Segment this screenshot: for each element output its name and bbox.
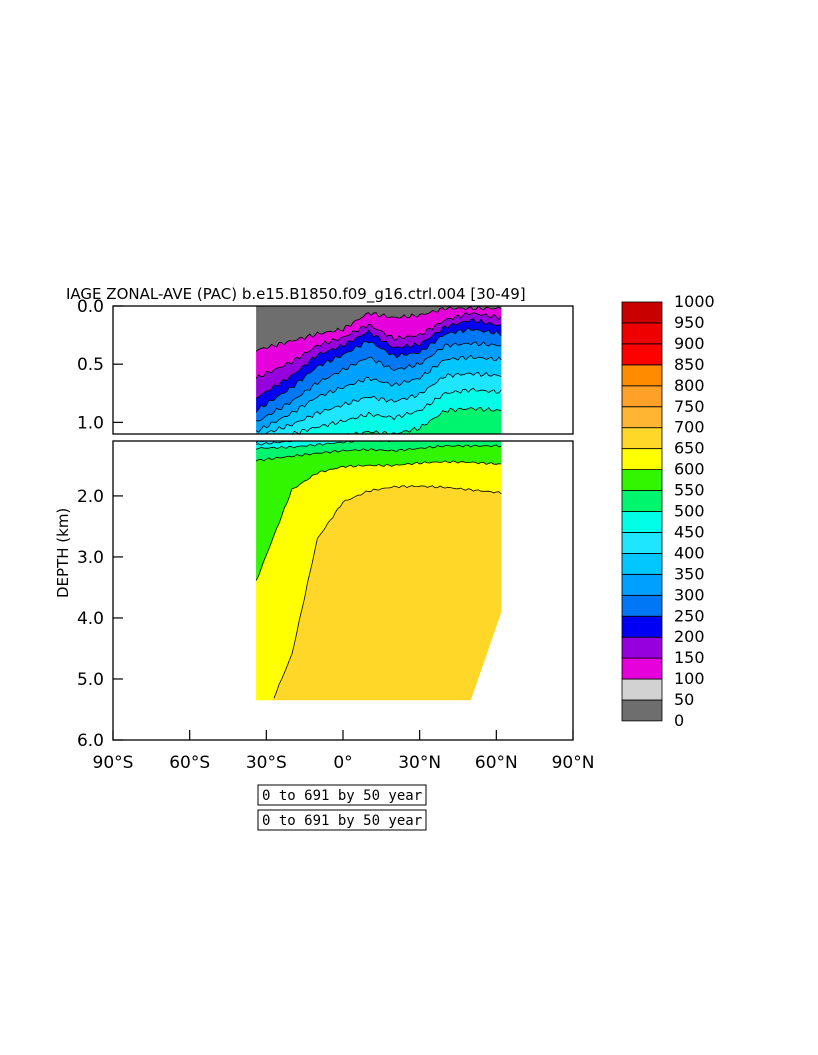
contour-band-250: [256, 327, 502, 421]
y-axis-label: DEPTH (km): [54, 508, 72, 598]
contour-band-450: [256, 388, 502, 434]
axes: 90°S 60°S 30°S 0° 30°N 60°N 90°N 0.0 0.5 1.0 2.0 3.…: [77, 297, 594, 773]
colorbar-swatch-550: [621, 469, 663, 491]
contour-line-150: [255, 311, 502, 379]
colorbar-swatch-400: [621, 532, 663, 554]
colorbar-swatch-800: [621, 364, 663, 387]
chart-title: IAGE ZONAL-AVE (PAC) b.e15.B1850.f09_g16…: [66, 285, 526, 304]
contour-line-650: [273, 485, 502, 699]
contour-band-500: [256, 407, 502, 434]
contour-band-300: [256, 341, 502, 433]
contour-band-450: [256, 441, 502, 450]
contour-band-150: [256, 312, 502, 398]
contour-band-600: [256, 460, 502, 701]
colorbar-swatch-950: [621, 301, 663, 324]
contour-line-500: [346, 407, 502, 434]
colorbar-label: 500: [674, 502, 705, 521]
x-tick-label: 30°S: [246, 753, 287, 773]
contour-band-550: [256, 444, 502, 581]
colorbar-label: 150: [674, 648, 705, 667]
colorbar-label: 300: [674, 585, 705, 604]
colorbar-swatch-0: [621, 699, 663, 722]
colorbar-swatch-850: [621, 343, 663, 366]
colorbar-swatch-700: [621, 406, 663, 429]
annotation-text-2: 0 to 691 by 50 year: [262, 813, 422, 829]
top-panel-frame: [112, 305, 574, 435]
y-tick-label: 6.0: [77, 731, 104, 751]
colorbar-label: 350: [674, 564, 705, 583]
contour-line-100: [255, 306, 502, 352]
annotation-box-1: 0 to 691 by 50 year: [257, 784, 427, 806]
colorbar-label: 400: [674, 543, 705, 562]
colorbar-label: 550: [674, 481, 705, 500]
y-tick-label: 0.5: [77, 355, 104, 375]
annotation-text-1: 0 to 691 by 50 year: [262, 788, 422, 804]
colorbar-swatch-500: [621, 490, 663, 512]
y-tick-label: 5.0: [77, 670, 104, 690]
colorbar-swatch-600: [621, 448, 663, 471]
x-tick-label: 90°N: [552, 753, 595, 773]
annotation-box-2: 0 to 691 by 50 year: [257, 809, 427, 831]
y-tick-label: 1.0: [77, 413, 104, 433]
colorbar-label: 200: [674, 627, 705, 646]
colorbar-swatch-750: [621, 385, 663, 408]
contour-line-350: [255, 354, 502, 433]
colorbar-label: 0: [674, 711, 684, 730]
contour-band-350: [256, 355, 502, 434]
contour-line-500: [255, 441, 400, 450]
colorbar-label: 700: [674, 418, 705, 437]
colorbar-swatch-900: [621, 322, 663, 345]
y-tick-label: 0.0: [77, 297, 104, 317]
colorbar-label: 800: [674, 376, 705, 395]
contour-line-200: [255, 318, 502, 399]
colorbar-label: 50: [674, 690, 694, 709]
x-tick-label: 90°S: [93, 753, 134, 773]
contour-line-400: [258, 371, 502, 434]
contour-line-550: [255, 444, 502, 462]
contour-line-300: [256, 341, 502, 422]
colorbar-label: 650: [674, 439, 705, 458]
colorbar-swatch-50: [621, 678, 663, 701]
contour-line-600: [255, 460, 502, 581]
x-tick-label: 0°: [333, 753, 352, 773]
contour-line-250: [255, 327, 502, 413]
colorbar-swatch-450: [621, 511, 663, 533]
top-panel-contours: [255, 306, 502, 434]
contour-line-450: [286, 387, 502, 434]
colorbar-label: 750: [674, 397, 705, 416]
colorbar-label: 900: [674, 334, 705, 353]
y-tick-label: 2.0: [77, 487, 104, 507]
colorbar-swatch-150: [621, 636, 663, 659]
colorbar-swatch-300: [621, 574, 663, 596]
colorbar-label: 450: [674, 523, 705, 542]
colorbar-label: 250: [674, 606, 705, 625]
x-tick-label: 60°S: [169, 753, 210, 773]
colorbar-swatch-250: [621, 594, 663, 617]
colorbar-label: 600: [674, 460, 705, 479]
contour-band-200: [256, 318, 502, 413]
x-tick-label: 60°N: [475, 753, 518, 773]
colorbar-label: 950: [674, 313, 705, 332]
colorbar-swatch-200: [621, 615, 663, 638]
colorbar-label: 850: [674, 355, 705, 374]
colorbar-label: 1000: [674, 292, 715, 311]
contour-band-0: [256, 306, 502, 352]
colorbar-swatch-350: [621, 553, 663, 575]
y-tick-label: 3.0: [77, 548, 104, 568]
y-tick-label: 4.0: [77, 609, 104, 629]
x-tick-label: 30°N: [398, 753, 441, 773]
bottom-panel-contours: [255, 441, 502, 701]
colorbar-label: 100: [674, 669, 705, 688]
colorbar-swatch-100: [621, 657, 663, 680]
contour-band-400: [256, 372, 502, 434]
colorbar-swatch-650: [621, 427, 663, 450]
